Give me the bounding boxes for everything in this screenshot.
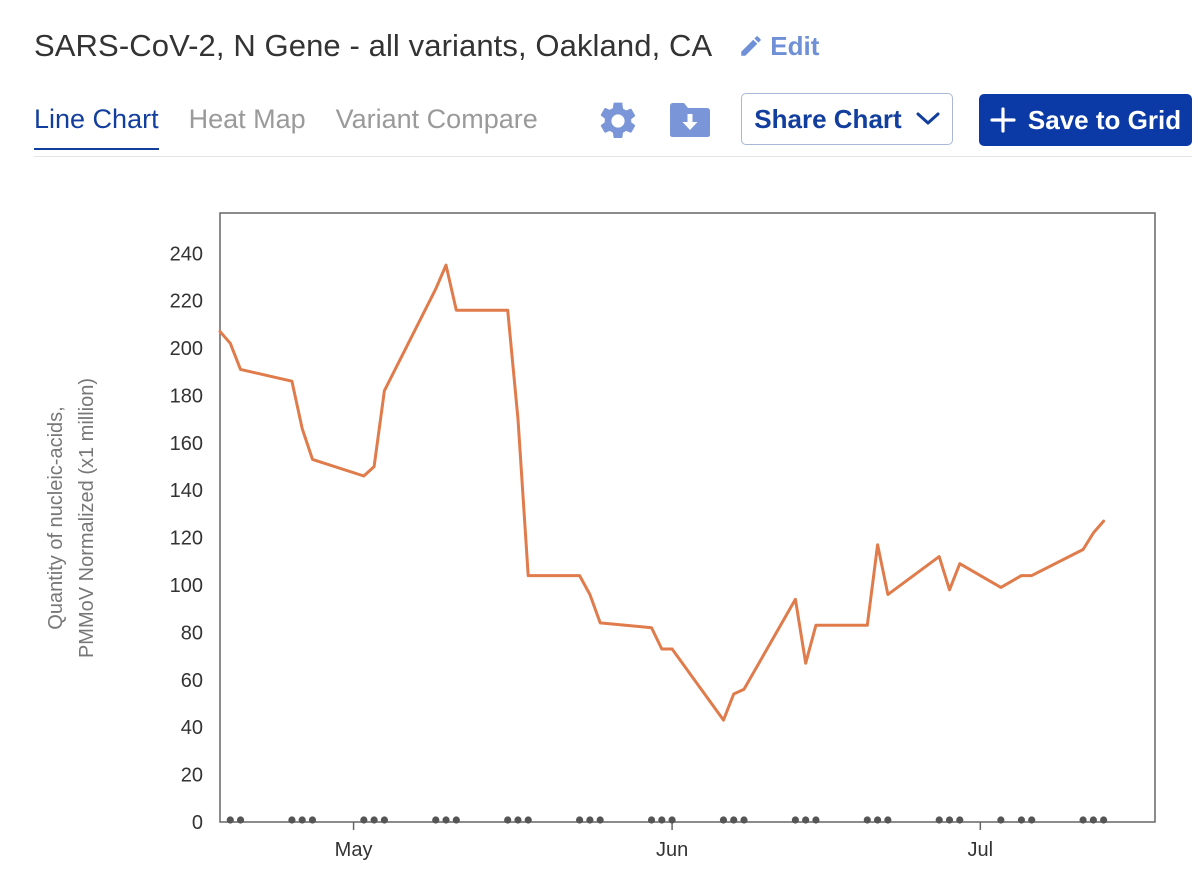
sample-marker bbox=[432, 816, 440, 824]
plot-frame bbox=[219, 212, 1156, 823]
sample-marker bbox=[380, 816, 388, 824]
series-line bbox=[218, 263, 1106, 722]
sample-marker bbox=[730, 816, 738, 824]
x-tick-label: Jun bbox=[656, 839, 688, 861]
sample-marker bbox=[452, 816, 460, 824]
tab-variant-compare[interactable]: Variant Compare bbox=[335, 104, 538, 134]
sample-marker bbox=[236, 816, 245, 824]
x-tick-label: May bbox=[335, 839, 373, 861]
sample-marker bbox=[288, 816, 296, 824]
sample-marker bbox=[719, 816, 728, 824]
sample-marker bbox=[668, 816, 676, 824]
y-tick-label: 180 bbox=[170, 385, 203, 407]
sample-marker bbox=[596, 816, 604, 824]
sample-marker bbox=[863, 816, 871, 824]
share-chart-button[interactable]: Share Chart bbox=[741, 93, 953, 145]
y-tick-label: 20 bbox=[181, 765, 203, 787]
tab-line-chart[interactable]: Line Chart bbox=[34, 104, 159, 150]
y-tick-label: 60 bbox=[181, 670, 203, 692]
folder-download-icon bbox=[670, 103, 710, 137]
y-tick-label: 220 bbox=[170, 291, 203, 313]
share-chart-label: Share Chart bbox=[754, 103, 902, 134]
sample-marker bbox=[360, 816, 368, 824]
sample-marker bbox=[1100, 816, 1108, 824]
sample-marker bbox=[956, 816, 964, 824]
sample-marker bbox=[945, 816, 954, 824]
y-tick-label: 240 bbox=[170, 243, 203, 265]
y-tick-label: 120 bbox=[170, 528, 203, 550]
sample-marker bbox=[740, 816, 748, 824]
sample-marker bbox=[370, 816, 378, 824]
y-axis-label-line-1: Quantity of nucleic-acids, bbox=[45, 406, 67, 629]
y-tick-label: 140 bbox=[170, 480, 203, 502]
x-tick-label: Jul bbox=[968, 839, 994, 861]
sample-marker bbox=[308, 816, 317, 824]
settings-button[interactable] bbox=[596, 99, 640, 148]
edit-label: Edit bbox=[770, 30, 820, 61]
sample-marker bbox=[298, 816, 306, 824]
save-to-grid-button[interactable]: Save to Grid bbox=[979, 94, 1192, 146]
sample-marker bbox=[504, 816, 512, 824]
y-axis-label-line-2: PMMoV Normalized (x1 million) bbox=[76, 378, 98, 658]
sample-marker bbox=[524, 816, 532, 824]
chart-tabs: Line Chart Heat Map Variant Compare bbox=[34, 104, 568, 150]
sample-marker bbox=[514, 816, 522, 824]
page-title: SARS-CoV-2, N Gene - all variants, Oakla… bbox=[34, 28, 713, 63]
sample-marker bbox=[1017, 816, 1026, 824]
y-tick-label: 100 bbox=[170, 575, 203, 597]
chevron-down-icon bbox=[916, 112, 940, 125]
sample-marker bbox=[658, 816, 666, 824]
sample-marker bbox=[791, 816, 799, 824]
y-tick-label: 200 bbox=[170, 338, 203, 360]
sample-marker bbox=[442, 816, 450, 824]
y-tick-label: 160 bbox=[170, 433, 203, 455]
sample-marker bbox=[884, 816, 892, 824]
sample-marker bbox=[226, 816, 234, 824]
save-to-grid-label: Save to Grid bbox=[1027, 104, 1182, 135]
sample-marker bbox=[1028, 816, 1036, 824]
sample-marker bbox=[802, 816, 810, 824]
y-tick-label: 0 bbox=[192, 812, 203, 834]
y-tick-label: 40 bbox=[181, 717, 203, 739]
plus-icon bbox=[990, 107, 1016, 133]
pencil-icon bbox=[741, 36, 762, 56]
gear-icon bbox=[600, 102, 636, 139]
sample-marker bbox=[997, 816, 1005, 824]
y-tick-label: 80 bbox=[181, 622, 203, 644]
edit-button[interactable]: Edit bbox=[738, 31, 819, 62]
header: SARS-CoV-2, N Gene - all variants, Oakla… bbox=[34, 28, 819, 64]
tab-heat-map[interactable]: Heat Map bbox=[188, 104, 306, 134]
sample-marker bbox=[586, 816, 594, 824]
download-button[interactable] bbox=[668, 100, 712, 145]
sample-marker bbox=[1089, 816, 1097, 824]
sample-marker bbox=[1079, 816, 1087, 824]
sample-marker bbox=[576, 816, 584, 824]
sample-marker bbox=[873, 816, 882, 824]
sample-marker bbox=[935, 816, 943, 824]
sample-marker bbox=[812, 816, 820, 824]
tabs-divider bbox=[34, 156, 1192, 157]
sample-marker bbox=[647, 816, 656, 824]
